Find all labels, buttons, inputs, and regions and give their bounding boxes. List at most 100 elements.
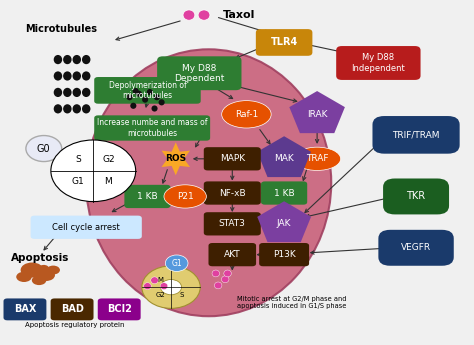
Ellipse shape <box>73 104 81 114</box>
Ellipse shape <box>152 106 157 111</box>
Ellipse shape <box>73 71 81 81</box>
Ellipse shape <box>16 272 32 282</box>
FancyBboxPatch shape <box>124 185 171 208</box>
Circle shape <box>51 140 136 201</box>
Polygon shape <box>257 201 311 242</box>
Text: G2: G2 <box>102 155 115 164</box>
Text: AKT: AKT <box>224 250 241 259</box>
FancyBboxPatch shape <box>51 298 93 321</box>
Ellipse shape <box>224 270 231 277</box>
Ellipse shape <box>130 103 137 109</box>
Text: P13K: P13K <box>273 250 295 259</box>
Text: JAK: JAK <box>277 219 292 228</box>
Ellipse shape <box>82 55 91 64</box>
Text: NF-xB: NF-xB <box>219 188 246 198</box>
Ellipse shape <box>127 94 133 100</box>
Text: Raf-1: Raf-1 <box>235 110 258 119</box>
Text: TRIF/TRAM: TRIF/TRAM <box>392 130 440 139</box>
Circle shape <box>26 136 62 161</box>
Text: IRAK: IRAK <box>307 110 328 119</box>
Ellipse shape <box>142 97 148 103</box>
Text: Microtubules: Microtubules <box>25 24 97 34</box>
Text: TKR: TKR <box>407 191 426 201</box>
Ellipse shape <box>73 55 81 64</box>
FancyBboxPatch shape <box>373 116 460 154</box>
Text: G1: G1 <box>72 177 84 186</box>
Text: M: M <box>104 177 112 186</box>
FancyBboxPatch shape <box>157 56 241 90</box>
Circle shape <box>161 279 182 295</box>
Ellipse shape <box>46 266 60 275</box>
Ellipse shape <box>222 101 271 128</box>
Text: G2: G2 <box>156 292 165 298</box>
Ellipse shape <box>63 88 72 97</box>
Ellipse shape <box>160 283 168 289</box>
Text: 1 KB: 1 KB <box>137 192 158 201</box>
Text: BAD: BAD <box>61 304 83 314</box>
Ellipse shape <box>63 71 72 81</box>
Polygon shape <box>162 142 190 175</box>
Text: G0: G0 <box>37 144 51 154</box>
Ellipse shape <box>183 10 195 20</box>
Text: My D88
Independent: My D88 Independent <box>352 53 405 73</box>
Text: Apoptosis: Apoptosis <box>11 253 69 263</box>
Text: Increase numbe and mass of
microtubules: Increase numbe and mass of microtubules <box>97 118 208 138</box>
Ellipse shape <box>73 88 81 97</box>
Ellipse shape <box>158 99 164 106</box>
Text: MAPK: MAPK <box>220 154 245 163</box>
Ellipse shape <box>136 91 142 97</box>
Ellipse shape <box>54 88 62 97</box>
Ellipse shape <box>54 55 62 64</box>
Text: P21: P21 <box>177 192 193 201</box>
Text: MAK: MAK <box>274 154 294 163</box>
Text: Taxol: Taxol <box>223 10 255 20</box>
Ellipse shape <box>86 49 331 316</box>
Text: BCI2: BCI2 <box>107 304 132 314</box>
Circle shape <box>165 255 188 272</box>
Ellipse shape <box>214 282 222 289</box>
FancyBboxPatch shape <box>336 46 420 80</box>
Ellipse shape <box>20 263 44 278</box>
Circle shape <box>142 266 200 308</box>
Ellipse shape <box>164 185 206 208</box>
Text: Mitotic arrest at G2/M phase and
apoptosis induced in G1/S phase: Mitotic arrest at G2/M phase and apoptos… <box>237 296 346 309</box>
Ellipse shape <box>154 94 160 100</box>
Text: TRAF: TRAF <box>306 154 328 163</box>
Ellipse shape <box>151 277 158 284</box>
Ellipse shape <box>82 71 91 81</box>
FancyBboxPatch shape <box>261 181 307 205</box>
Ellipse shape <box>147 89 153 95</box>
Text: S: S <box>75 155 81 164</box>
Ellipse shape <box>63 104 72 114</box>
Ellipse shape <box>32 276 46 285</box>
Text: ROS: ROS <box>165 154 186 163</box>
Text: Cell cycle arrest: Cell cycle arrest <box>52 223 120 232</box>
Ellipse shape <box>144 283 151 289</box>
Ellipse shape <box>63 55 72 64</box>
Text: Apoptosis regulatory protein: Apoptosis regulatory protein <box>25 323 124 328</box>
Ellipse shape <box>133 88 139 94</box>
FancyBboxPatch shape <box>383 178 449 215</box>
Text: S: S <box>179 292 183 298</box>
Text: G1: G1 <box>172 259 182 268</box>
Text: STAT3: STAT3 <box>219 219 246 228</box>
FancyBboxPatch shape <box>3 298 46 321</box>
FancyBboxPatch shape <box>259 243 309 266</box>
Ellipse shape <box>23 268 35 276</box>
FancyBboxPatch shape <box>204 212 261 236</box>
Ellipse shape <box>293 147 341 170</box>
Ellipse shape <box>54 104 62 114</box>
FancyBboxPatch shape <box>31 216 142 239</box>
Text: Depolymerization of
microtubules: Depolymerization of microtubules <box>109 81 186 100</box>
Ellipse shape <box>37 269 55 281</box>
FancyBboxPatch shape <box>204 147 261 170</box>
FancyBboxPatch shape <box>204 181 261 205</box>
FancyBboxPatch shape <box>256 29 312 56</box>
FancyBboxPatch shape <box>98 298 141 321</box>
Text: M: M <box>158 277 164 283</box>
FancyBboxPatch shape <box>209 243 256 266</box>
Ellipse shape <box>82 88 91 97</box>
Text: VEGFR: VEGFR <box>401 243 431 252</box>
Polygon shape <box>289 91 345 133</box>
Text: My D88
Dependent: My D88 Dependent <box>174 63 225 83</box>
